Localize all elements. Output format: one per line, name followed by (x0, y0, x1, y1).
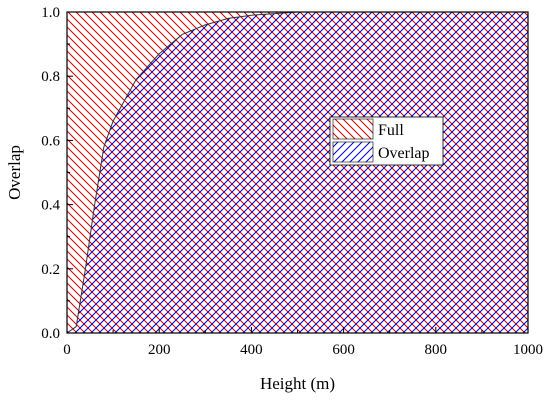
legend-swatch-overlap (332, 141, 374, 163)
x-axis: 0 200 400 600 800 1000 (63, 327, 543, 358)
area-overlap (67, 12, 528, 333)
x-tick-label: 1000 (513, 342, 543, 358)
overlap-boundary-line (67, 12, 528, 333)
x-tick-label: 800 (425, 342, 448, 358)
y-tick-label: 1.0 (41, 5, 60, 21)
legend-swatch-full (332, 118, 374, 140)
legend-label-full: Full (378, 122, 404, 139)
y-tick-label: 0.6 (41, 133, 60, 149)
y-axis-label: Overlap (5, 145, 24, 200)
y-tick-label: 0.0 (41, 326, 60, 342)
x-tick-label: 0 (63, 342, 71, 358)
y-tick-label: 0.4 (41, 198, 60, 214)
y-tick-label: 0.2 (41, 262, 60, 278)
y-tick-label: 0.8 (41, 69, 60, 85)
x-axis-label: Height (m) (260, 374, 335, 393)
legend: Full Overlap (329, 116, 444, 166)
x-tick-label: 200 (148, 342, 171, 358)
x-tick-label: 400 (240, 342, 263, 358)
plot-areas (67, 12, 528, 333)
x-tick-label: 600 (332, 342, 355, 358)
y-axis: 0.0 0.2 0.4 0.6 0.8 1.0 (41, 5, 73, 342)
legend-label-overlap: Overlap (378, 145, 430, 162)
